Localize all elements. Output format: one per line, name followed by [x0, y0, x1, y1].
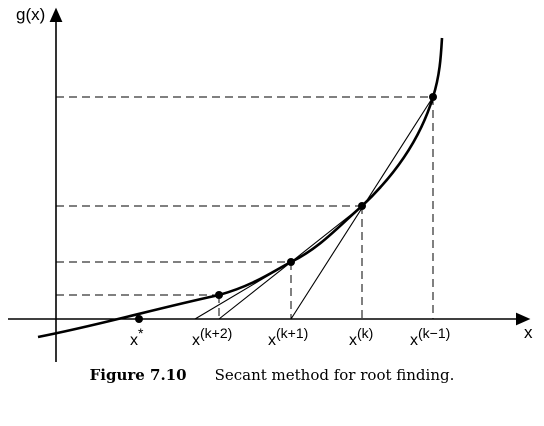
caption-text: Secant method for root finding.	[215, 366, 455, 384]
tick-x-k1: x(k+1)	[268, 325, 308, 349]
point-k	[358, 202, 366, 210]
figure-caption: Figure 7.10 Secant method for root findin…	[0, 366, 544, 384]
tick-x-star: x*	[130, 325, 144, 349]
tick-x-k2: x(k+2)	[192, 325, 232, 349]
point-k2	[215, 291, 223, 299]
caption-number: Figure 7.10	[90, 366, 187, 384]
iterate-points	[135, 93, 437, 323]
root-point	[135, 315, 143, 323]
point-k1	[287, 258, 295, 266]
point-k-1	[429, 93, 437, 101]
x-axis-label: x	[524, 323, 533, 342]
tick-x-k: x(k)	[349, 325, 373, 349]
y-axis-label: g(x)	[16, 5, 45, 24]
secant-lines	[195, 97, 433, 319]
tick-x-k-1: x(k−1)	[410, 325, 450, 349]
